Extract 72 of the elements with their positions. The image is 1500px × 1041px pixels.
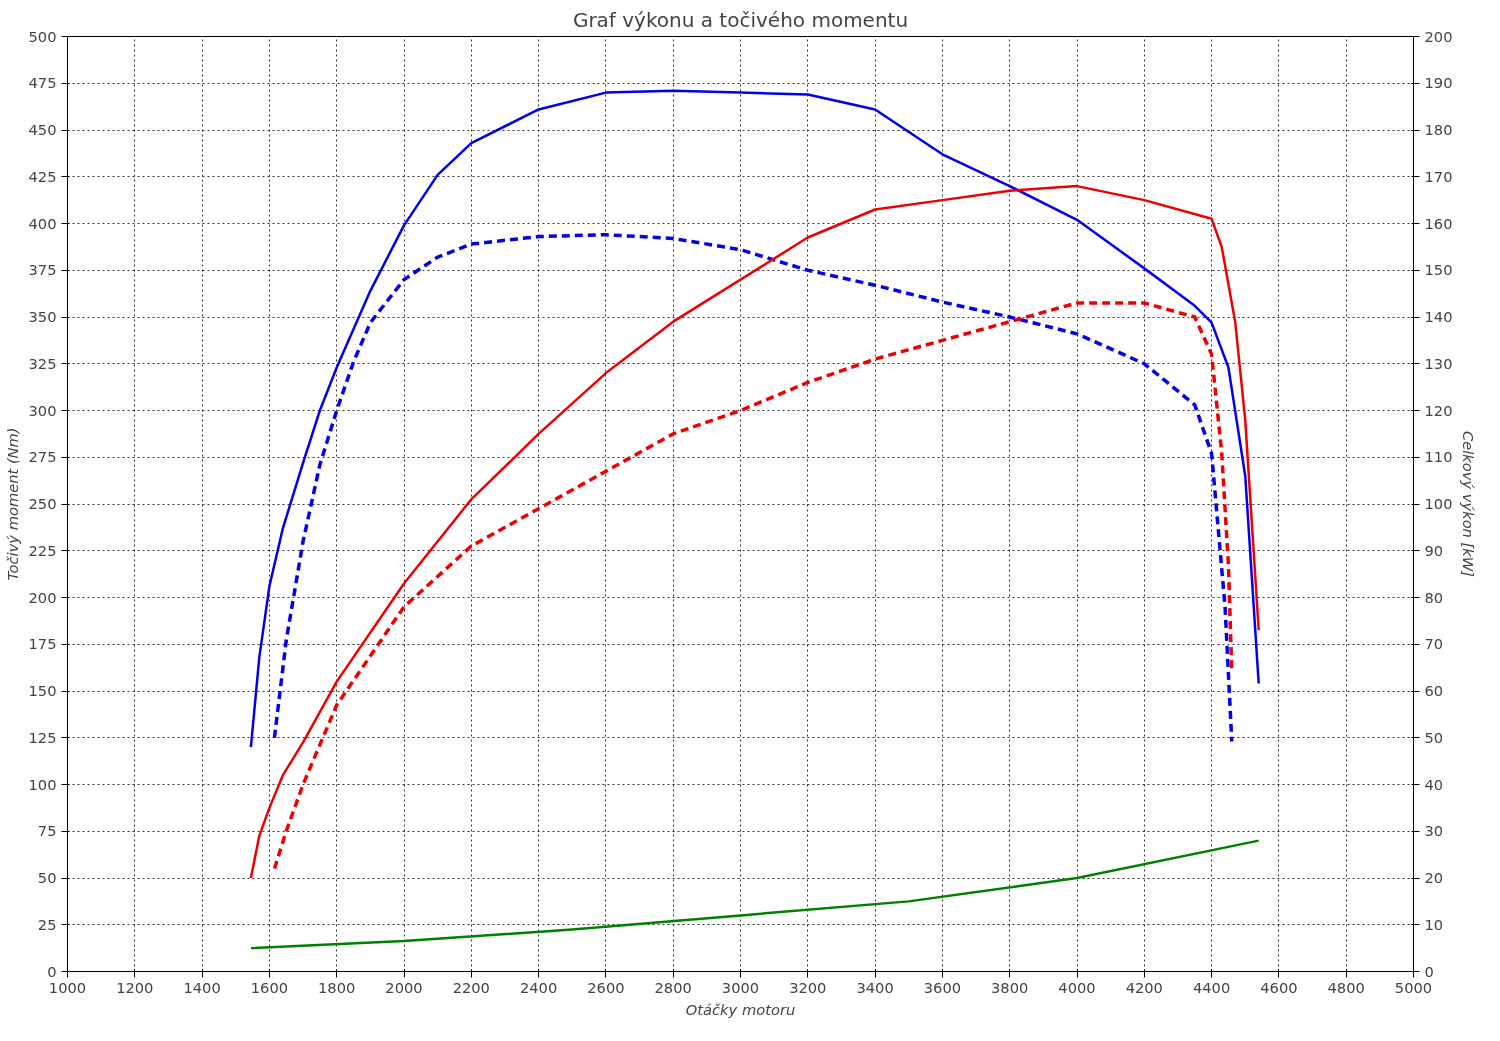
x-tick-label: 2000 <box>385 978 423 996</box>
y2-axis-title: Celkový výkon [kW] <box>1460 431 1478 578</box>
y2-tick-label: 160 <box>1424 214 1453 232</box>
line-series <box>249 89 1260 749</box>
y-tick-label: 125 <box>28 728 57 746</box>
y-tick-label: 200 <box>28 588 57 606</box>
y2-tick-label: 60 <box>1424 682 1444 699</box>
y-tick-label: 500 <box>28 27 57 45</box>
x-tick-label: 1400 <box>183 978 221 996</box>
x-tick-label: 1200 <box>116 978 154 996</box>
y-tick-label: 150 <box>28 682 57 699</box>
line-series <box>272 301 1234 871</box>
y2-tick-label: 100 <box>1424 495 1453 512</box>
y-tick-label: 75 <box>37 822 57 840</box>
y2-tick-label: 40 <box>1424 775 1444 793</box>
x-tick-label: 4400 <box>1192 978 1231 996</box>
x-tick-label: 2400 <box>519 978 558 996</box>
y2-tick-label: 10 <box>1424 915 1444 933</box>
y2-tick-label: 180 <box>1424 121 1453 138</box>
x-tick-label: 4000 <box>1058 978 1096 996</box>
y-tick-label: 475 <box>28 74 57 92</box>
y-tick-label: 0 <box>47 962 57 980</box>
y-tick-label: 325 <box>28 354 57 372</box>
x-axis-title: Otáčky motoru <box>685 1000 796 1018</box>
x-tick-label: 3600 <box>923 978 962 996</box>
y2-tick-label: 70 <box>1424 635 1444 653</box>
y-tick-label: 275 <box>28 448 57 466</box>
x-tick-label: 4600 <box>1260 978 1298 996</box>
x-tick-label: 4800 <box>1327 978 1365 996</box>
y-tick-label: 350 <box>28 308 57 325</box>
x-tick-label: 5000 <box>1394 978 1433 996</box>
y-axis-title: Točivý moment (Nm) <box>3 427 21 581</box>
x-tick-label: 3200 <box>789 978 827 996</box>
x-tick-label: 2600 <box>587 978 625 996</box>
y-tick-label: 425 <box>28 167 57 185</box>
line-series <box>249 839 1260 950</box>
y2-tick-label: 30 <box>1424 822 1444 840</box>
y-tick-label: 50 <box>37 869 57 886</box>
y2-tick-label: 170 <box>1424 167 1453 185</box>
line-series <box>249 184 1260 880</box>
x-tick-label: 2200 <box>452 978 490 996</box>
chart-title: Graf výkonu a točivého momentu <box>572 7 909 32</box>
y-tick-label: 375 <box>28 261 57 279</box>
y-tick-label: 250 <box>28 495 57 512</box>
y2-tick-label: 190 <box>1424 74 1453 92</box>
y2-tick-label: 20 <box>1424 869 1444 886</box>
x-tick-label: 3800 <box>991 978 1029 996</box>
y2-tick-label: 50 <box>1424 728 1444 746</box>
y2-tick-label: 110 <box>1424 448 1453 466</box>
x-tick-label: 3400 <box>856 978 894 996</box>
x-tick-label: 2800 <box>654 978 692 996</box>
y-tick-label: 225 <box>28 541 57 559</box>
y2-tick-label: 0 <box>1424 962 1434 980</box>
x-tick-label: 4200 <box>1125 978 1163 996</box>
y-tick-label: 175 <box>28 635 57 653</box>
y-tick-label: 300 <box>28 401 57 419</box>
y-tick-label: 100 <box>28 775 57 793</box>
y2-tick-label: 200 <box>1424 27 1453 45</box>
x-tick-label: 1000 <box>48 978 87 996</box>
y2-tick-label: 120 <box>1424 401 1453 419</box>
y2-tick-label: 90 <box>1424 541 1444 559</box>
line-series <box>272 232 1234 744</box>
y2-tick-label: 140 <box>1424 308 1453 325</box>
x-tick-label: 1600 <box>250 978 289 996</box>
x-tick-label: 1800 <box>318 978 356 996</box>
y2-tick-label: 150 <box>1424 261 1453 279</box>
y-tick-label: 25 <box>37 915 57 933</box>
y-tick-label: 400 <box>28 214 57 232</box>
y-tick-label: 450 <box>28 121 57 138</box>
x-tick-label: 3000 <box>721 978 760 996</box>
y2-tick-label: 130 <box>1424 354 1453 372</box>
y2-tick-label: 80 <box>1424 588 1444 606</box>
